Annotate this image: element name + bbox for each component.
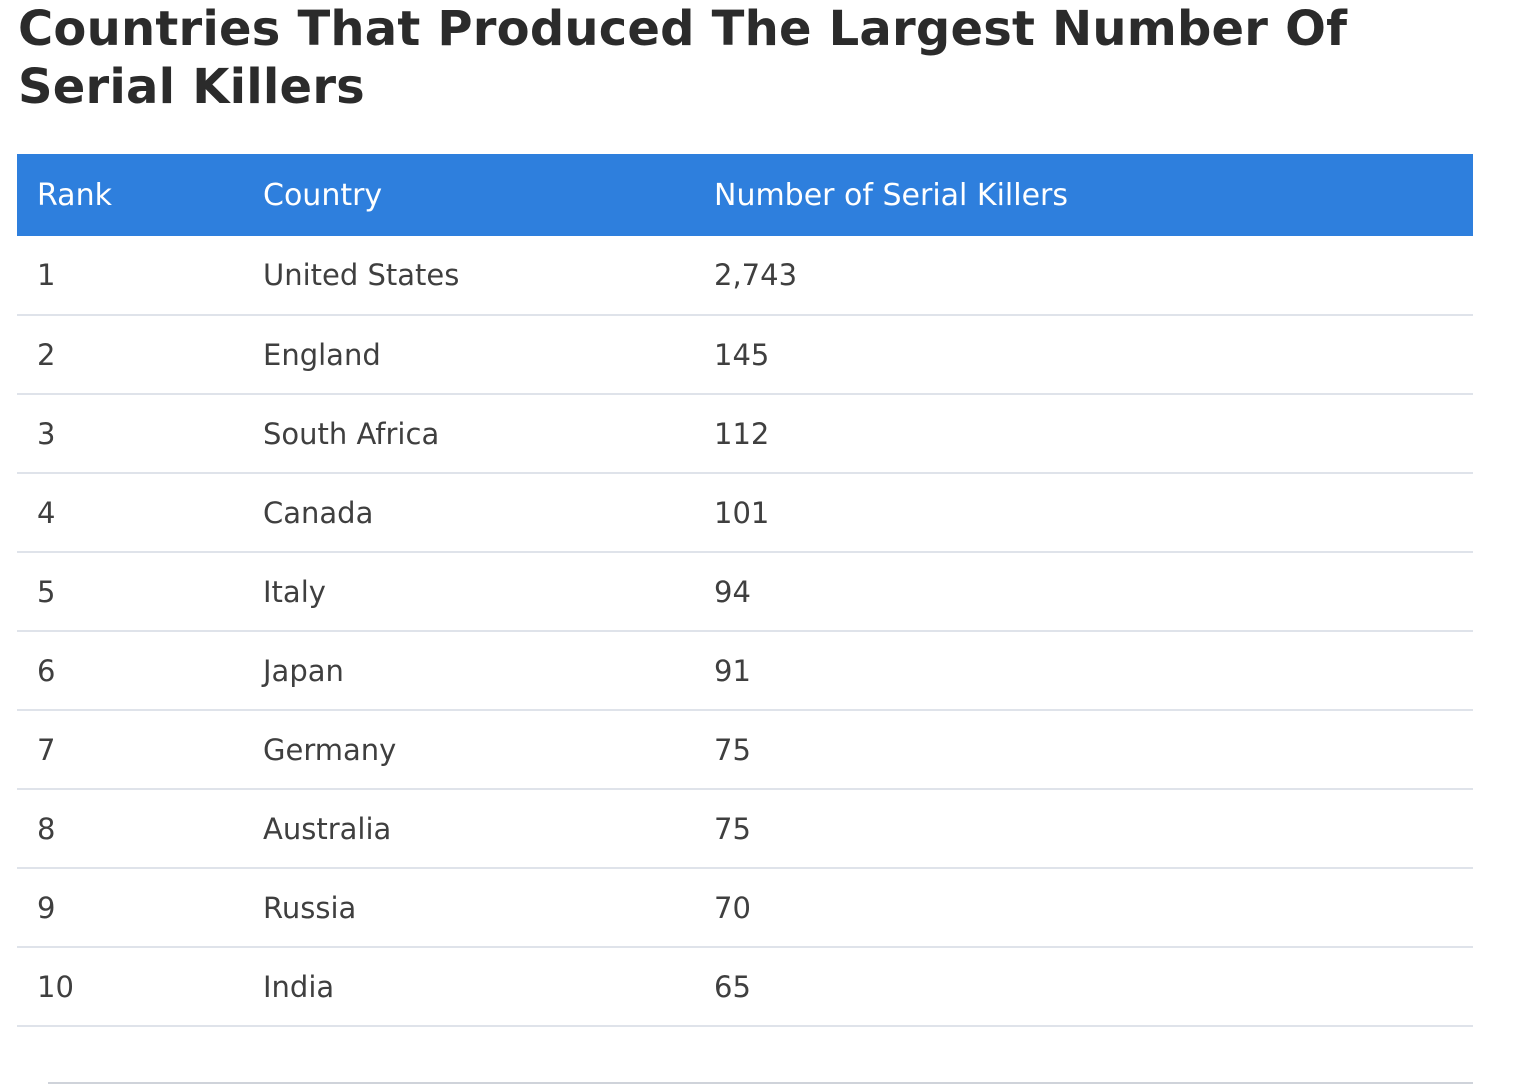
count-cell: 94 [694,552,1473,632]
country-cell: Russia [243,868,694,948]
table-row: 2 England 145 [17,315,1473,395]
rank-cell: 5 [17,552,243,632]
table-row: 4 Canada 101 [17,473,1473,553]
rank-cell: 3 [17,394,243,474]
count-cell: 145 [694,315,1473,395]
rank-cell: 4 [17,473,243,553]
count-cell: 101 [694,473,1473,553]
rank-cell: 2 [17,315,243,395]
country-cell: Japan [243,631,694,711]
count-cell: 70 [694,868,1473,948]
table-header-row: Rank Country Number of Serial Killers [17,154,1473,236]
table-row: 10 India 65 [17,947,1473,1027]
table-row: 6 Japan 91 [17,631,1473,711]
count-cell: 65 [694,947,1473,1027]
country-cell: India [243,947,694,1027]
table-row: 7 Germany 75 [17,710,1473,790]
column-header-number: Number of Serial Killers [714,177,1069,213]
column-header-country: Country [263,177,383,213]
country-cell: Canada [243,473,694,553]
column-header-rank: Rank [37,177,112,213]
country-cell: Australia [243,789,694,869]
count-cell: 75 [694,789,1473,869]
table-row: 3 South Africa 112 [17,394,1473,474]
rank-cell: 10 [17,947,243,1027]
country-cell: South Africa [243,394,694,474]
table-row: 8 Australia 75 [17,789,1473,869]
serial-killers-table: Rank Country Number of Serial Killers 1 … [17,154,1473,1027]
count-cell: 91 [694,631,1473,711]
page-title: Countries That Produced The Largest Numb… [18,1,1348,115]
rank-cell: 7 [17,710,243,790]
rank-cell: 8 [17,789,243,869]
table-row: 1 United States 2,743 [17,236,1473,316]
bottom-divider [48,1082,1473,1084]
table-row: 9 Russia 70 [17,868,1473,948]
country-cell: England [243,315,694,395]
table-row: 5 Italy 94 [17,552,1473,632]
rank-cell: 1 [17,236,243,316]
rank-cell: 9 [17,868,243,948]
count-cell: 2,743 [694,236,1473,316]
country-cell: Italy [243,552,694,632]
count-cell: 75 [694,710,1473,790]
count-cell: 112 [694,394,1473,474]
rank-cell: 6 [17,631,243,711]
country-cell: Germany [243,710,694,790]
country-cell: United States [243,236,694,316]
